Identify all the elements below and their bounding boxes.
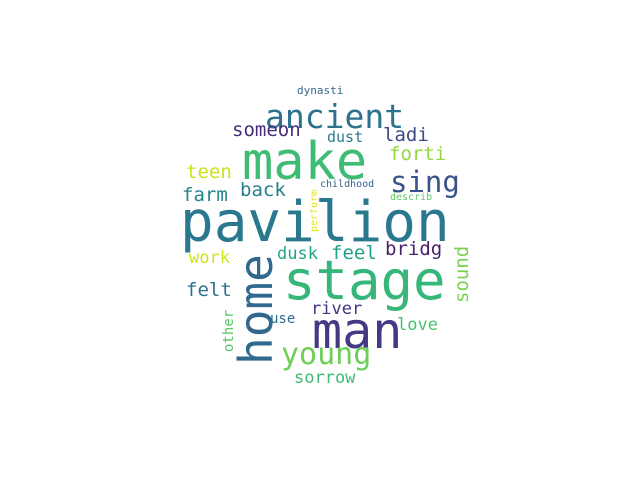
word-farm: farm [182,184,228,206]
word-other: other [221,309,237,352]
word-make: make [242,132,368,192]
word-childhood: childhood [320,179,375,190]
word-young: young [281,337,372,372]
word-feel: feel [331,242,377,264]
word-dusk: dusk [277,244,318,264]
word-man: man [312,302,403,360]
word-ancient: ancient [265,97,405,136]
word-sorrow: sorrow [294,368,356,388]
word-teen: teen [186,161,232,183]
word-ladi: ladi [383,124,429,146]
word-love: love [397,315,438,335]
word-bridg: bridg [385,238,443,260]
word-stage: stage [283,249,446,312]
word-dynasti: dynasti [297,84,344,97]
word-pavilion: pavilion [180,190,450,255]
word-river: river [311,299,363,319]
word-describ: describ [390,192,433,203]
word-back: back [240,179,286,201]
word-forti: forti [389,143,447,165]
word-use: use [270,311,296,327]
word-work: work [189,248,230,268]
word-sing: sing [390,165,460,199]
word-perform: perform [309,189,320,232]
word-felt: felt [186,279,232,301]
word-dust: dust [327,128,364,146]
word-sound: sound [451,245,473,303]
word-someon: someon [232,119,301,141]
word-home: home [229,254,283,365]
